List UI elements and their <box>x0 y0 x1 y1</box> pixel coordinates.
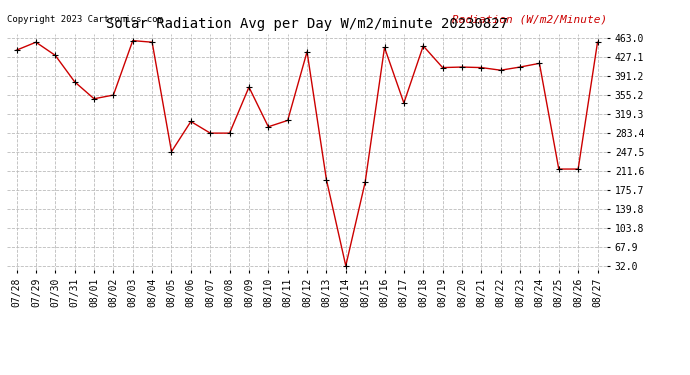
Title: Solar Radiation Avg per Day W/m2/minute 20230827: Solar Radiation Avg per Day W/m2/minute … <box>106 17 508 31</box>
Text: Copyright 2023 Cartronics.com: Copyright 2023 Cartronics.com <box>7 15 163 24</box>
Text: Radiation (W/m2/Minute): Radiation (W/m2/Minute) <box>452 15 607 25</box>
